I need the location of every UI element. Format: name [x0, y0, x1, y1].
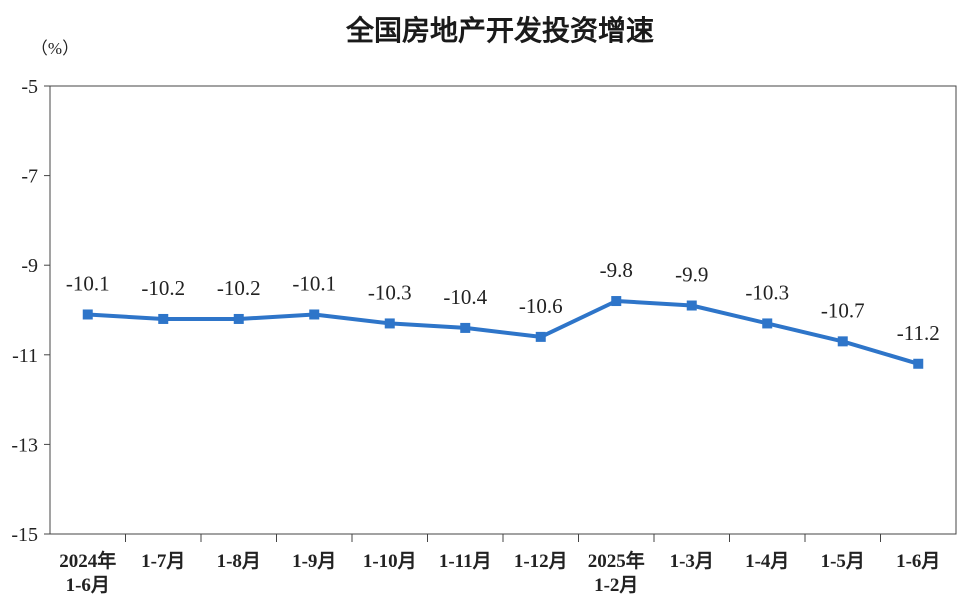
x-tick-label: 1-11月: [439, 551, 492, 572]
y-tick-label: -7: [21, 166, 38, 188]
data-label: -10.7: [821, 298, 865, 322]
y-tick-label: -5: [21, 76, 38, 98]
data-label: -10.4: [443, 285, 487, 309]
x-tick-label: 1-12月: [514, 551, 568, 572]
x-tick-label-line: 1-2月: [594, 575, 638, 596]
x-tick-label: 1-4月: [745, 551, 789, 572]
x-tick-label-line: 1-8月: [217, 551, 261, 572]
y-unit-label: （%）: [31, 39, 79, 58]
data-point: [762, 318, 773, 329]
data-label: -10.3: [368, 280, 412, 304]
data-point: [233, 313, 244, 324]
data-label: -10.2: [217, 276, 261, 300]
data-point: [309, 309, 320, 320]
data-point: [611, 296, 622, 307]
y-tick-label: -15: [11, 524, 38, 546]
data-point: [535, 331, 546, 342]
data-label: -9.9: [675, 263, 708, 287]
data-label: -11.2: [897, 321, 940, 345]
x-tick-label: 1-3月: [670, 551, 714, 572]
x-axis: 2024年 1-6月 1-7月 1-8月 1-9月 1-10月 1-11月 1-12月 2025…: [59, 534, 940, 596]
data-point: [82, 309, 93, 320]
data-label: -10.2: [141, 276, 185, 300]
x-tick-label-line: 1-3月: [670, 551, 714, 572]
x-tick-label-line: 1-7月: [141, 551, 185, 572]
x-tick-label: 1-6月: [896, 551, 940, 572]
y-tick-label: -13: [11, 434, 38, 456]
x-tick-label: 1-5月: [821, 551, 865, 572]
x-tick-label-line: 1-11月: [439, 551, 492, 572]
x-tick-label: 1-7月: [141, 551, 185, 572]
y-tick-label: -11: [12, 345, 38, 367]
data-label: -10.6: [519, 294, 563, 318]
x-tick-label: 1-10月: [363, 551, 417, 572]
series-group: -10.1 -10.2 -10.2 -10.1 -10.3 -10.4 -10.6 -9.8 -…: [66, 258, 940, 369]
x-tick-label-line: 2024年: [59, 549, 116, 572]
x-tick-label-line: 1-12月: [514, 551, 568, 572]
y-tick-label: -9: [21, 255, 38, 277]
data-label: -10.3: [745, 280, 789, 304]
x-tick-label-line: 1-6月: [896, 551, 940, 572]
data-point: [837, 336, 848, 347]
x-tick-label-line: 1-9月: [292, 551, 336, 572]
x-tick-label-line: 2025年: [588, 549, 645, 572]
x-tick-label-line: 1-6月: [66, 575, 110, 596]
x-tick-label: 1-8月: [217, 551, 261, 572]
chart-title: 全国房地产开发投资增速: [345, 14, 654, 47]
data-point: [384, 318, 395, 329]
data-point: [686, 300, 697, 311]
x-tick-label-line: 1-4月: [745, 551, 789, 572]
series-line: [87, 299, 919, 366]
x-tick-label-line: 1-5月: [821, 551, 865, 572]
y-axis: -5 -7 -9 -11 -13 -15: [11, 76, 50, 546]
data-label: -10.1: [66, 271, 110, 295]
data-point: [913, 358, 924, 369]
x-tick-label: 2025年 1-2月: [588, 549, 645, 596]
x-tick-label-line: 1-10月: [363, 551, 417, 572]
data-point: [460, 322, 471, 333]
data-label: -10.1: [292, 271, 336, 295]
x-tick-label: 2024年 1-6月: [59, 549, 116, 596]
data-label: -9.8: [600, 258, 633, 282]
x-tick-label: 1-9月: [292, 551, 336, 572]
data-point: [158, 313, 169, 324]
